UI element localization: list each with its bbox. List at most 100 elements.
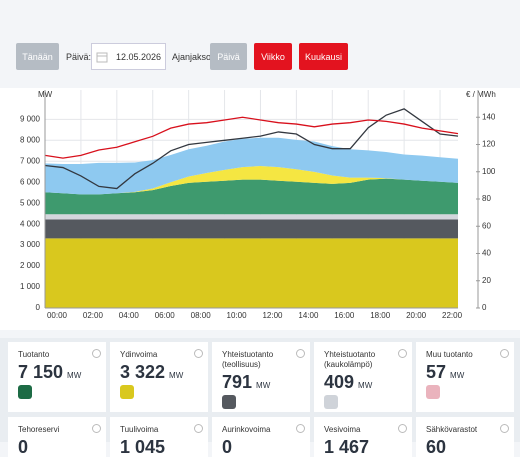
card-value: 1 045 <box>120 437 198 457</box>
card-value: 0 <box>18 437 96 457</box>
y-tick-label: 8 000 <box>20 135 41 144</box>
period-day[interactable]: Päivä <box>210 43 247 70</box>
card-title: Ydinvoima <box>120 350 158 359</box>
card-title: Yhteistuotanto (kaukolämpö) <box>324 350 376 369</box>
y-tick-label: 0 <box>36 303 41 312</box>
y2-axis-label: € / MWh <box>466 90 496 99</box>
x-tick-label: 02:00 <box>83 311 104 320</box>
y-tick-label: 1 000 <box>20 282 41 291</box>
x-tick-label: 00:00 <box>47 311 68 320</box>
date-input[interactable]: 12.05.2026 <box>91 43 166 70</box>
series-icon <box>324 395 338 409</box>
card-value: 409 MW <box>324 372 402 393</box>
y-tick-label: 7 000 <box>20 156 41 165</box>
area <box>45 178 458 215</box>
value-text: 409 <box>324 372 355 392</box>
day-label: Päivä: <box>66 51 92 62</box>
card-title: Tuotanto <box>18 350 50 359</box>
y2-tick-label: 120 <box>482 140 496 149</box>
card-title: Vesivoima <box>324 425 361 434</box>
x-tick-label: 04:00 <box>119 311 140 320</box>
x-tick-label: 14:00 <box>298 311 319 320</box>
x-tick-label: 08:00 <box>191 311 212 320</box>
stat-card: Tuotanto 7 150 MW <box>8 342 106 412</box>
card-value: 57 MW <box>426 362 504 383</box>
stat-card: Muu tuotanto 57 MW <box>416 342 514 412</box>
series-icon <box>426 385 440 399</box>
stat-card: Tuulivoima 1 045 <box>110 417 208 457</box>
value-text: 57 <box>426 362 447 382</box>
cards: Tuotanto 7 150 MW Ydinvoima 3 322 MW Yhteistuo… <box>0 338 520 457</box>
x-tick-label: 06:00 <box>155 311 176 320</box>
y2-tick-label: 40 <box>482 249 491 258</box>
info-icon[interactable] <box>398 424 407 433</box>
stat-card: Yhteistuotanto (kaukolämpö) 409 MW <box>314 342 412 412</box>
card-value: 3 322 MW <box>120 362 198 383</box>
y2-tick-label: 100 <box>482 167 496 176</box>
series-icon <box>120 385 134 399</box>
y2-tick-label: 0 <box>482 303 487 312</box>
y-tick-label: 6 000 <box>20 177 41 186</box>
value-text: 3 322 <box>120 362 166 382</box>
calendar-icon <box>96 52 108 62</box>
series-icon <box>18 385 32 399</box>
card-title: Tuulivoima <box>120 425 159 434</box>
card-title: Sähkövarastot <box>426 425 478 434</box>
value-text: 1 045 <box>120 437 166 457</box>
stat-card: Ydinvoima 3 322 MW <box>110 342 208 412</box>
stat-card: Tehoreservi 0 <box>8 417 106 457</box>
area <box>45 166 458 195</box>
x-tick-label: 10:00 <box>227 311 248 320</box>
info-icon[interactable] <box>500 424 509 433</box>
period-label: Ajanjakso: <box>172 51 214 62</box>
y2-tick-label: 140 <box>482 112 496 121</box>
unit: MW <box>256 381 271 390</box>
y2-tick-label: 60 <box>482 221 491 230</box>
unit: MW <box>169 371 184 380</box>
x-tick-label: 12:00 <box>262 311 283 320</box>
value-text: 1 467 <box>324 437 370 457</box>
line <box>44 108 459 190</box>
stat-card: Sähkövarastot 60 <box>416 417 514 457</box>
card-value: 7 150 MW <box>18 362 96 383</box>
unit: MW <box>450 371 465 380</box>
card-value: 0 <box>222 437 300 457</box>
unit: MW <box>67 371 82 380</box>
card-title: Tehoreservi <box>18 425 60 434</box>
y-tick-label: 3 000 <box>20 240 41 249</box>
info-icon[interactable] <box>398 349 407 358</box>
info-icon[interactable] <box>296 424 305 433</box>
y2-tick-label: 80 <box>482 194 491 203</box>
info-icon[interactable] <box>92 349 101 358</box>
stat-card: Aurinkovoima 0 <box>212 417 310 457</box>
card-value: 1 467 <box>324 437 402 457</box>
value-text: 60 <box>426 437 447 457</box>
value-text: 7 150 <box>18 362 64 382</box>
info-icon[interactable] <box>92 424 101 433</box>
page: Tänään Päivä: 12.05.2026 Ajanjakso: Päiv… <box>0 43 520 457</box>
value-text: 791 <box>222 372 253 392</box>
value-text: 0 <box>18 437 29 457</box>
info-icon[interactable] <box>194 349 203 358</box>
value-text: 0 <box>222 437 233 457</box>
stat-card: Yhteistuotanto (teollisuus) 791 MW <box>212 342 310 412</box>
unit: MW <box>358 381 373 390</box>
date-value: 12.05.2026 <box>115 51 162 62</box>
info-icon[interactable] <box>500 349 509 358</box>
today-button[interactable]: Tänään <box>16 43 59 70</box>
card-value: 60 <box>426 437 504 457</box>
y-tick-label: 2 000 <box>20 261 41 270</box>
period-month[interactable]: Kuukausi <box>299 43 348 70</box>
area <box>45 214 458 220</box>
stat-card: Vesivoima 1 467 <box>314 417 412 457</box>
y-tick-label: 9 000 <box>20 114 41 123</box>
info-icon[interactable] <box>296 349 305 358</box>
area <box>45 238 458 308</box>
line <box>44 116 459 159</box>
x-tick-label: 20:00 <box>406 311 427 320</box>
card-title: Yhteistuotanto (teollisuus) <box>222 350 274 369</box>
card-title: Aurinkovoima <box>222 425 271 434</box>
period-week[interactable]: Viikko <box>254 43 292 70</box>
info-icon[interactable] <box>194 424 203 433</box>
